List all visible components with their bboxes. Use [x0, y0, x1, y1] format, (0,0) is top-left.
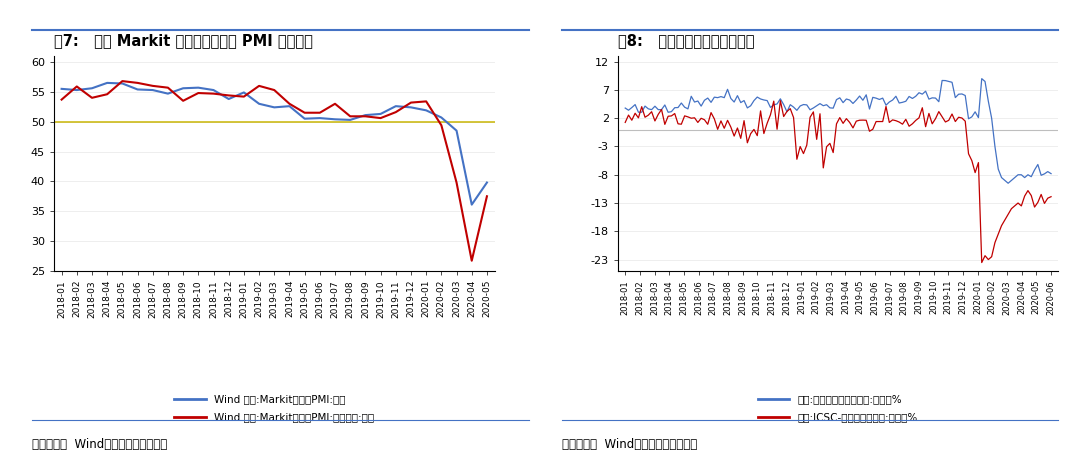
Text: 资料来源：  Wind，新时代证券研究所: 资料来源： Wind，新时代证券研究所 [562, 439, 697, 451]
Text: 资料来源：  Wind，新时代证券研究所: 资料来源： Wind，新时代证券研究所 [32, 439, 167, 451]
Text: 图7:   美国 Markit 服务业和制造业 PMI 逐渐修复: 图7: 美国 Markit 服务业和制造业 PMI 逐渐修复 [54, 33, 313, 48]
Legend: Wind 美国:Markit制造业PMI:季调, Wind 美国:Markit服务业PMI:商务活动:季调: Wind 美国:Markit制造业PMI:季调, Wind 美国:Markit服… [174, 394, 374, 423]
Text: 图8:   美国零售额同比逐渐修复: 图8: 美国零售额同比逐渐修复 [618, 33, 754, 48]
Legend: 美国:红皮书商业零售销售:周同比%, 美国:ICSC-高盛连锁店销售:周同比%: 美国:红皮书商业零售销售:周同比%, 美国:ICSC-高盛连锁店销售:周同比% [758, 394, 918, 423]
